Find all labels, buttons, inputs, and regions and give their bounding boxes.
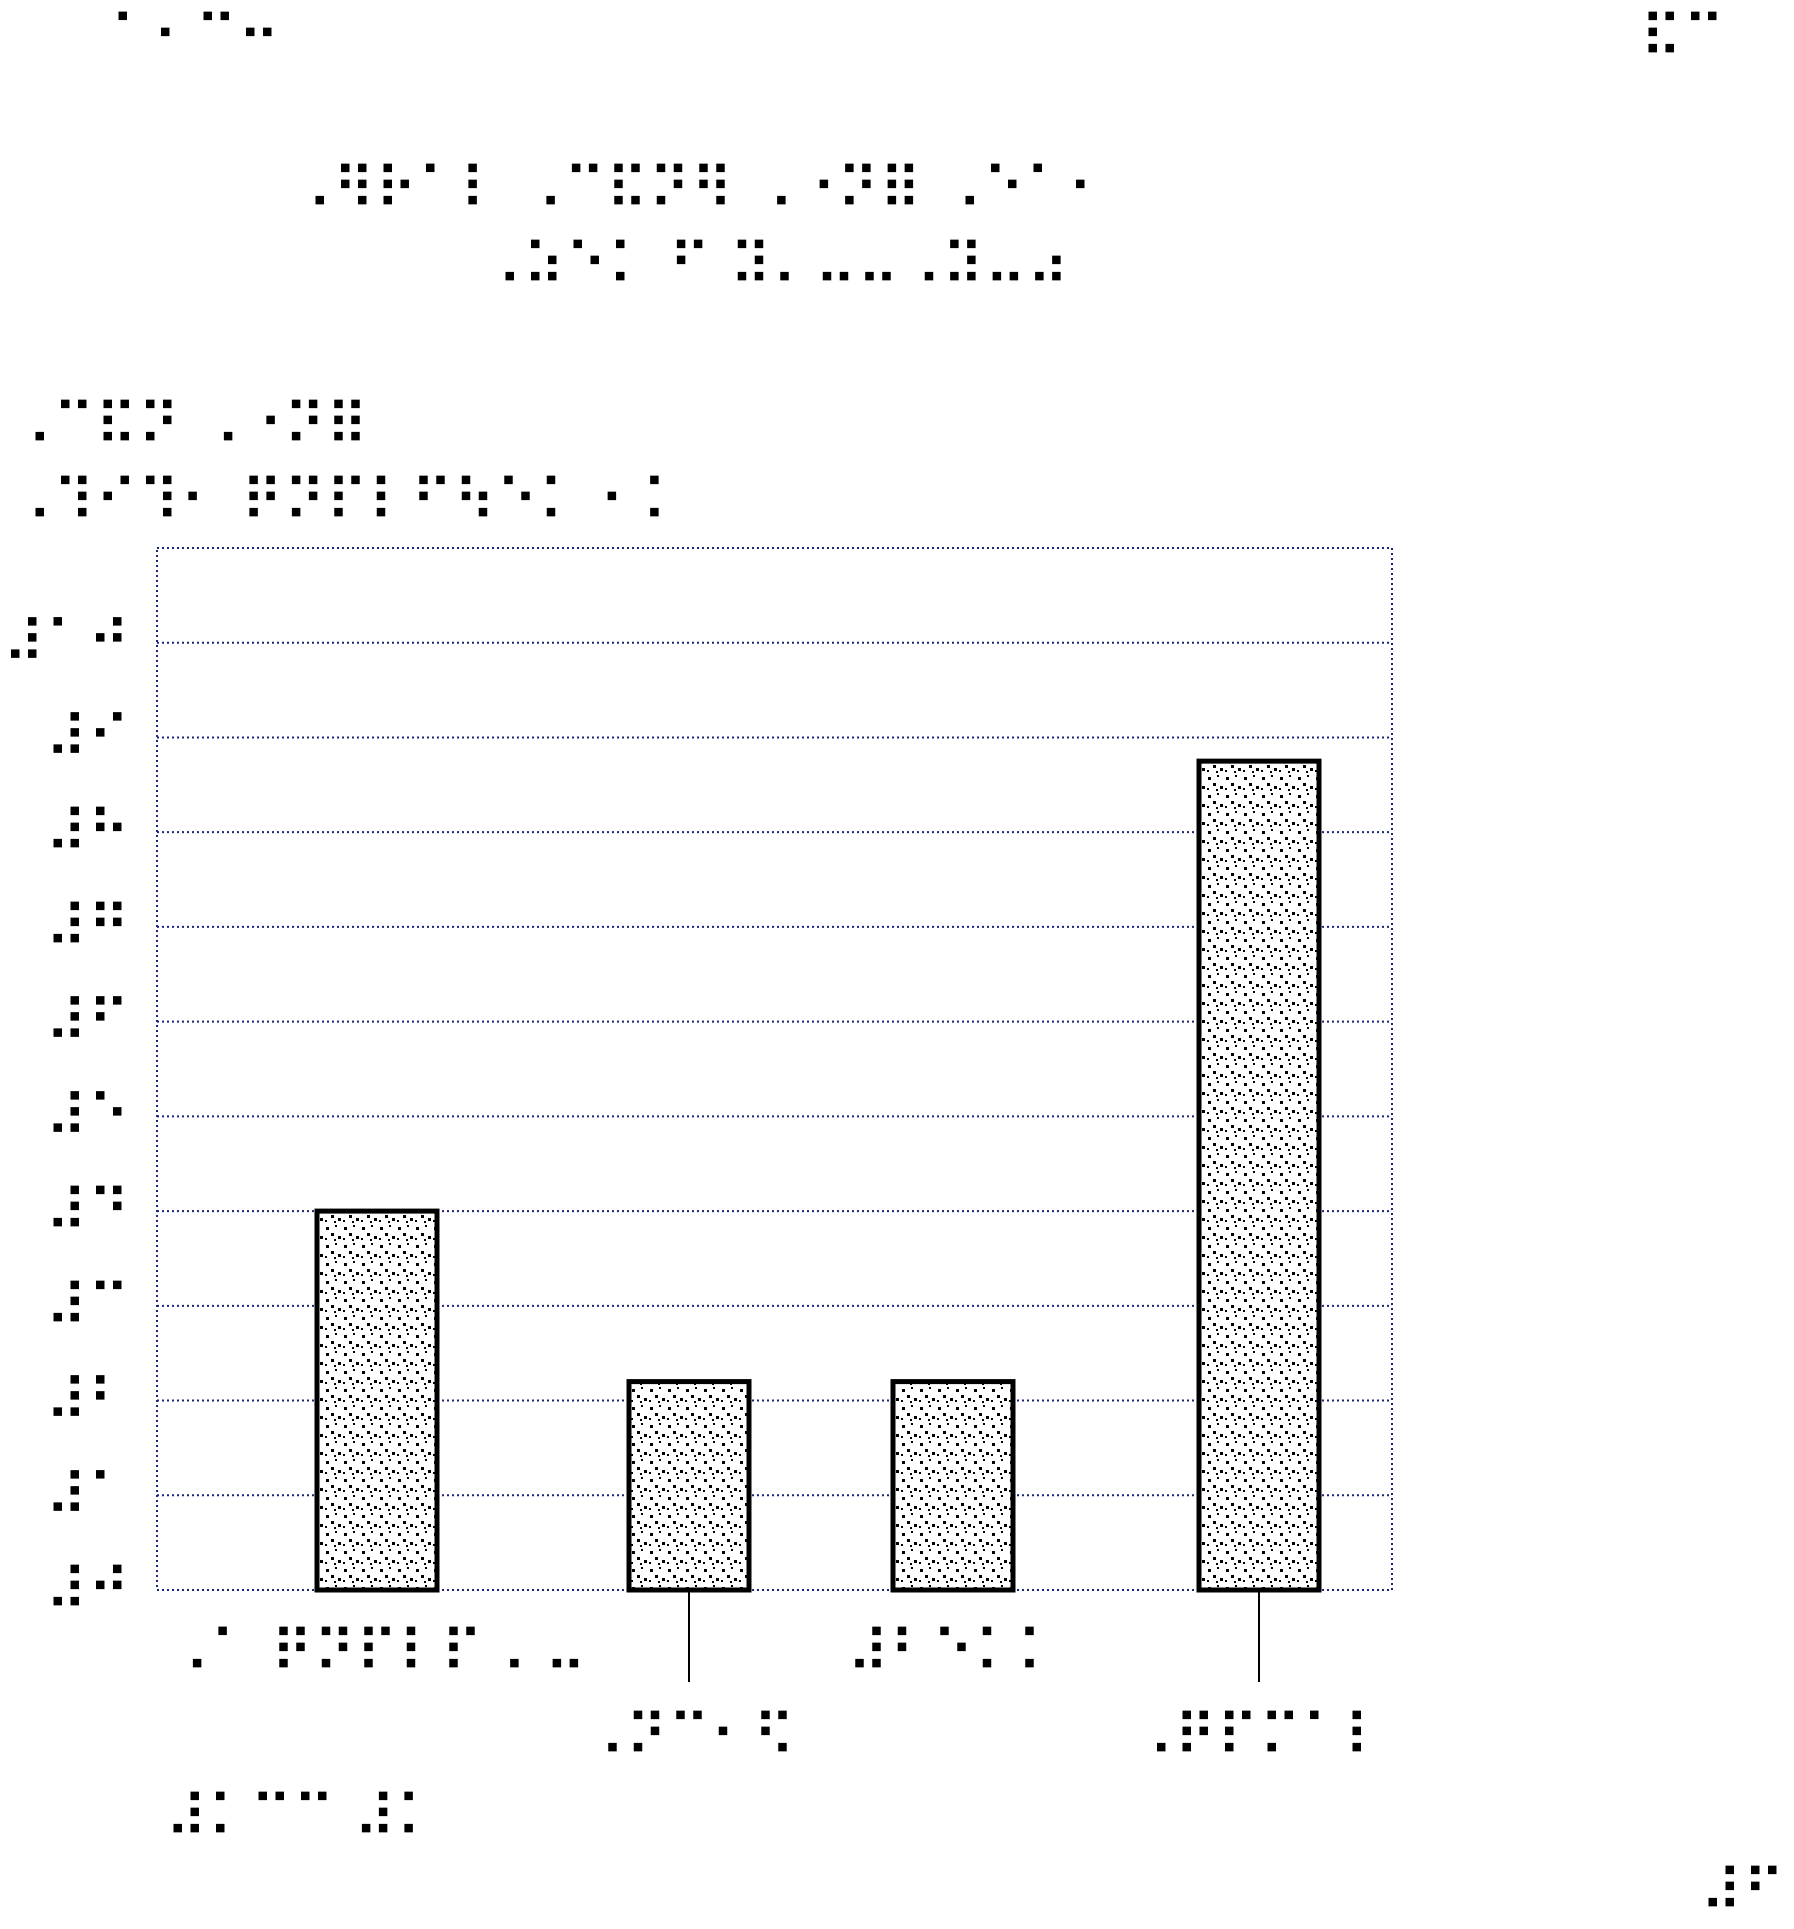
chart-title-line-1: ⠠⠻⠗⠁⠇ ⠠⠉⠯⠝⠻ ⠠⠐⠝⠿ ⠠⠑⠁⠂ [290,155,1110,223]
y-tick-labels: ⠼⠚ ⠼⠁ ⠼⠃ ⠼⠉ ⠼⠙ ⠼⠑ ⠼⠋ ⠼⠛ ⠼⠓ ⠼⠊ ⠼⠁⠚ [3,609,130,1624]
page-number-right: ⠯⠉ [1640,3,1725,71]
label-leader-lines [688,1590,1260,1682]
y-tick-label: ⠼⠙ [45,1177,130,1245]
y-tick-label: ⠼⠑ [45,1082,130,1150]
bar [1196,758,1322,1593]
bar [890,1379,1016,1593]
y-tick-label: ⠼⠋ [45,988,130,1056]
y-tick-label: ⠼⠓ [45,798,130,866]
bar [314,1208,440,1593]
x-tick-labels: ⠠⠁ ⠟⠝⠏⠇⠏ ⠄⠤ ⠠⠝⠉⠂⠫ ⠼⠃⠑⠅⠅ ⠠⠟⠏⠍⠁⠇ [167,1618,1386,1770]
plot-area [156,547,1393,1591]
y-tick-label: ⠼⠚ [45,1556,130,1624]
footer-mark: ⠼⠋ [1700,1857,1785,1925]
x-axis-label: ⠼⠅⠉⠉ ⠼⠅ [165,1783,439,1851]
bar [626,1379,752,1593]
y-axis-label-line-1: ⠠⠉⠯⠝ ⠠⠐⠝⠿ [10,391,369,459]
chart-title-line-2: ⠠⠵⠑⠅ ⠋ ⠽⠄⠤⠤⠠⠽⠤⠴ [480,231,1070,299]
y-tick-label: ⠼⠉ [45,1272,130,1340]
bars [314,758,1322,1593]
y-tick-label: ⠼⠃ [45,1367,130,1435]
x-tick-label: ⠠⠝⠉⠂⠫ [583,1702,795,1770]
y-axis-label-line-2: ⠠⠹⠊⠹⠂ ⠟⠝⠏⠇⠋⠳⠑⠅ ⠂⠅ [10,467,685,535]
y-tick-label: ⠼⠁ [45,1461,130,1529]
x-tick-label: ⠠⠟⠏⠍⠁⠇ [1132,1702,1387,1770]
x-tick-label: ⠼⠃⠑⠅⠅ [847,1618,1059,1686]
y-tick-label: ⠼⠛ [45,893,130,961]
page-number-left: ⠁⠂⠉⠒ [110,3,280,71]
y-tick-label: ⠼⠊ [45,703,130,771]
y-tick-label: ⠼⠁⠚ [3,609,130,677]
x-tick-label: ⠠⠁ ⠟⠝⠏⠇⠏ ⠄⠤ [167,1618,586,1686]
plot-border [156,547,1393,1591]
